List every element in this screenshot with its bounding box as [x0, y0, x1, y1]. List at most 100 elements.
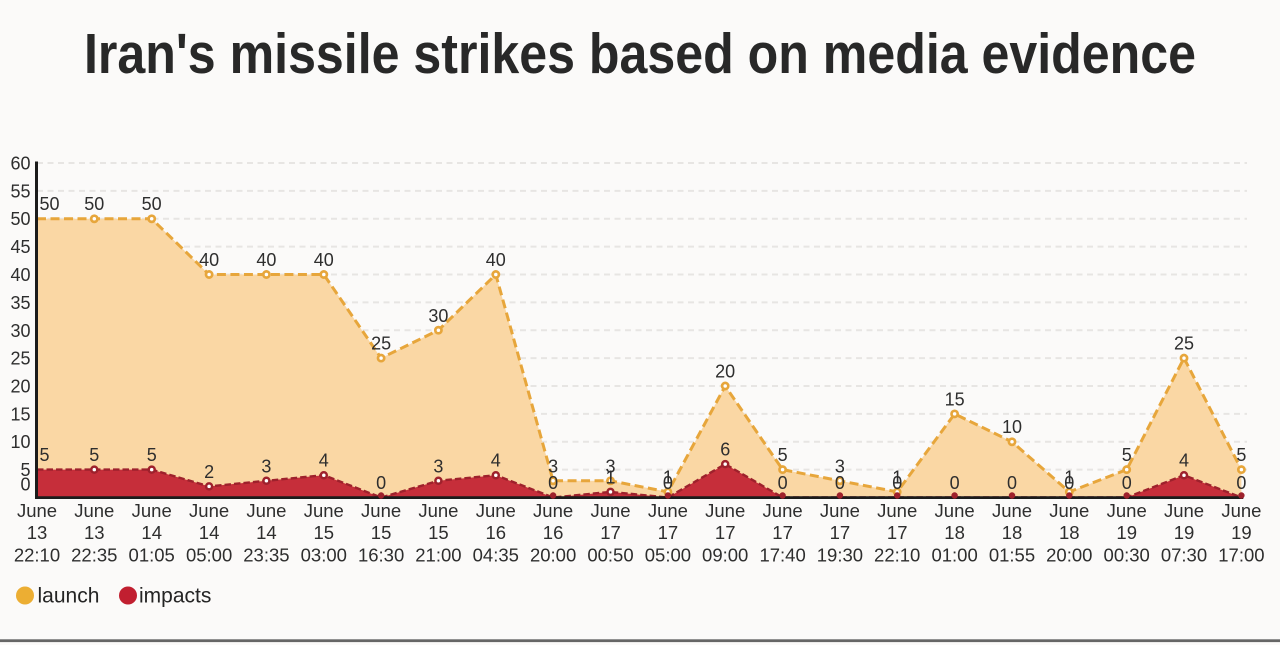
svg-text:June: June — [74, 500, 114, 521]
svg-text:June: June — [304, 500, 344, 521]
svg-text:June: June — [648, 500, 688, 521]
svg-text:5: 5 — [89, 445, 99, 465]
svg-text:19: 19 — [1231, 522, 1252, 543]
svg-text:4: 4 — [491, 451, 501, 471]
svg-text:00:30: 00:30 — [1104, 545, 1150, 566]
svg-text:25: 25 — [1174, 334, 1194, 354]
svg-text:60: 60 — [10, 154, 30, 174]
svg-text:5: 5 — [40, 445, 50, 465]
svg-text:50: 50 — [40, 194, 60, 214]
svg-text:17: 17 — [830, 522, 851, 543]
svg-text:01:55: 01:55 — [989, 545, 1035, 566]
svg-text:14: 14 — [256, 522, 277, 543]
svg-text:17:40: 17:40 — [759, 545, 805, 566]
svg-text:15: 15 — [428, 522, 449, 543]
svg-text:Iran's missile strikes based o: Iran's missile strikes based on media ev… — [84, 22, 1196, 86]
svg-text:June: June — [533, 500, 573, 521]
svg-text:10: 10 — [10, 432, 30, 452]
svg-text:18: 18 — [944, 522, 965, 543]
svg-text:18: 18 — [1002, 522, 1023, 543]
svg-text:15: 15 — [314, 522, 335, 543]
svg-text:0: 0 — [20, 475, 30, 495]
svg-text:15: 15 — [945, 389, 965, 409]
svg-text:0: 0 — [1236, 473, 1246, 493]
svg-text:20:00: 20:00 — [530, 545, 576, 566]
svg-text:03:00: 03:00 — [301, 545, 347, 566]
svg-text:13: 13 — [27, 522, 48, 543]
svg-text:0: 0 — [892, 473, 902, 493]
svg-text:04:35: 04:35 — [473, 545, 519, 566]
svg-text:20: 20 — [10, 377, 30, 397]
svg-text:0: 0 — [663, 473, 673, 493]
svg-text:June: June — [418, 500, 458, 521]
svg-text:3: 3 — [261, 456, 271, 476]
svg-text:June: June — [361, 500, 401, 521]
svg-text:June: June — [1164, 500, 1204, 521]
svg-text:20:00: 20:00 — [1046, 545, 1092, 566]
svg-text:40: 40 — [486, 250, 506, 270]
svg-text:16: 16 — [486, 522, 507, 543]
svg-text:55: 55 — [10, 181, 30, 201]
svg-text:6: 6 — [720, 440, 730, 460]
svg-text:launch: launch — [38, 585, 100, 608]
svg-text:07:30: 07:30 — [1161, 545, 1207, 566]
svg-text:15: 15 — [10, 404, 30, 424]
svg-text:17: 17 — [715, 522, 736, 543]
svg-text:15: 15 — [371, 522, 392, 543]
svg-text:5: 5 — [147, 445, 157, 465]
svg-text:14: 14 — [141, 522, 162, 543]
svg-text:June: June — [1107, 500, 1147, 521]
svg-text:17: 17 — [887, 522, 908, 543]
svg-text:5: 5 — [778, 445, 788, 465]
svg-text:16:30: 16:30 — [358, 545, 404, 566]
svg-text:June: June — [992, 500, 1032, 521]
svg-text:1: 1 — [1064, 467, 1074, 487]
svg-text:23:35: 23:35 — [243, 545, 289, 566]
svg-text:19:30: 19:30 — [817, 545, 863, 566]
svg-text:45: 45 — [10, 237, 30, 257]
svg-text:0: 0 — [778, 473, 788, 493]
svg-text:June: June — [877, 500, 917, 521]
svg-text:June: June — [935, 500, 975, 521]
svg-text:25: 25 — [10, 349, 30, 369]
svg-text:0: 0 — [1064, 473, 1074, 493]
svg-text:40: 40 — [314, 250, 334, 270]
svg-text:impacts: impacts — [139, 585, 211, 608]
svg-text:16: 16 — [543, 522, 564, 543]
svg-text:18: 18 — [1059, 522, 1080, 543]
svg-text:17: 17 — [658, 522, 679, 543]
svg-text:June: June — [476, 500, 516, 521]
svg-text:5: 5 — [1236, 445, 1246, 465]
svg-text:2: 2 — [204, 462, 214, 482]
svg-text:09:00: 09:00 — [702, 545, 748, 566]
svg-text:3: 3 — [548, 456, 558, 476]
svg-text:05:00: 05:00 — [645, 545, 691, 566]
svg-text:June: June — [1049, 500, 1089, 521]
svg-text:50: 50 — [10, 209, 30, 229]
svg-text:June: June — [590, 500, 630, 521]
svg-text:0: 0 — [950, 473, 960, 493]
svg-text:3: 3 — [605, 456, 615, 476]
svg-text:14: 14 — [199, 522, 220, 543]
svg-text:20: 20 — [715, 362, 735, 382]
svg-text:19: 19 — [1116, 522, 1137, 543]
svg-text:4: 4 — [319, 451, 329, 471]
svg-text:June: June — [132, 500, 172, 521]
svg-text:0: 0 — [835, 473, 845, 493]
svg-text:40: 40 — [199, 250, 219, 270]
svg-text:40: 40 — [10, 265, 30, 285]
svg-text:June: June — [705, 500, 745, 521]
svg-text:01:05: 01:05 — [129, 545, 175, 566]
svg-text:22:10: 22:10 — [14, 545, 60, 566]
svg-text:0: 0 — [1122, 473, 1132, 493]
svg-text:40: 40 — [256, 250, 276, 270]
svg-text:17:00: 17:00 — [1218, 545, 1264, 566]
svg-text:5: 5 — [20, 460, 30, 480]
svg-text:June: June — [189, 500, 229, 521]
svg-text:June: June — [1221, 500, 1261, 521]
svg-text:1: 1 — [663, 467, 673, 487]
svg-text:June: June — [17, 500, 57, 521]
svg-text:0: 0 — [548, 473, 558, 493]
svg-text:June: June — [246, 500, 286, 521]
svg-text:0: 0 — [1007, 473, 1017, 493]
